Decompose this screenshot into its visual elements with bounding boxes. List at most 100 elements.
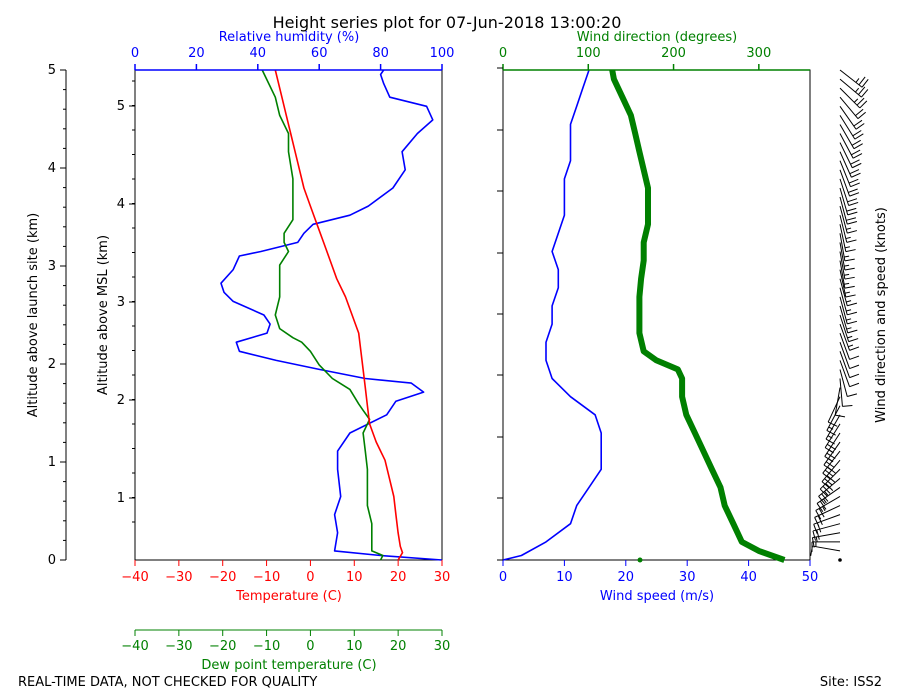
wind-dir-axis-tick-label: 100 <box>576 46 601 61</box>
wind-barb-staff <box>839 151 852 178</box>
wind-barb-flag <box>847 329 858 334</box>
wind-barb-staff <box>839 242 846 271</box>
temperature-axis-tick-label: 10 <box>346 570 363 585</box>
wind-speed-axis-tick-label: 10 <box>556 570 573 585</box>
wind-speed-axis-label: Wind speed (m/s) <box>600 589 714 604</box>
wind-barb-half-flag <box>844 273 850 276</box>
wind-barb-flag <box>812 530 817 541</box>
wind-barb-flag <box>857 111 866 120</box>
wind-barb-flag <box>849 373 860 379</box>
wind-barb-half-flag <box>855 87 860 93</box>
wind-barb-flag <box>847 393 858 397</box>
wind-barb-half-flag <box>846 318 852 321</box>
wind-barb-flag <box>847 211 858 216</box>
temperature-axis-tick-label: −40 <box>121 570 148 585</box>
wind-barb-flag <box>861 89 869 98</box>
wind-barb-flag <box>824 478 833 486</box>
wind-barb-flag <box>849 364 860 370</box>
wind-barb-flag <box>826 443 836 451</box>
msl-axis-tick-label: 4 <box>117 197 125 212</box>
wind-barb-half-flag <box>824 490 829 496</box>
wind-barb-flag <box>819 500 827 510</box>
wind-barb-flag <box>818 496 826 505</box>
temperature-axis-tick-label: −20 <box>209 570 236 585</box>
wind-barb-staff <box>821 459 841 482</box>
temperature-axis-tick-label: 20 <box>390 570 407 585</box>
relative-humidity-line <box>220 69 443 561</box>
wind-barb-staff <box>839 305 849 333</box>
right-panel: 0 10 20 30 40 50 Wind speed (m/s) 0 100 200 300 Win… <box>497 30 889 604</box>
wind-barb-half-flag <box>845 236 851 240</box>
wind-barb-staff <box>839 342 851 369</box>
wind-barb-half-flag <box>848 344 854 348</box>
wind-speed-axis-tick-label: 50 <box>802 570 819 585</box>
wind-barb-staff <box>839 178 850 206</box>
wind-barb-staff <box>839 133 854 159</box>
wind-barb-flag <box>852 153 863 159</box>
right-plot-frame <box>502 69 811 561</box>
wind-barb-staff <box>839 251 846 280</box>
wind-barb-flag <box>848 338 859 343</box>
launch-axis-tick-label: 5 <box>48 63 56 78</box>
wind-barb-half-flag <box>846 309 852 312</box>
wind-barb-flag <box>858 76 866 86</box>
wind-barb-staff <box>839 269 847 298</box>
dewpoint-axis-tick-label: 20 <box>390 639 407 654</box>
wind-barb-flag <box>825 461 835 468</box>
wind-barb-flag <box>813 524 818 534</box>
wind-barb-staff <box>839 323 851 351</box>
wind-barb-flag <box>815 510 822 520</box>
temperature-axis-tick-label: 0 <box>306 570 314 585</box>
wind-barb-staff <box>824 432 841 457</box>
wind-barb-flag <box>845 249 856 253</box>
wind-barb-flag <box>826 475 836 483</box>
wind-barb-flag <box>853 119 863 127</box>
dewpoint-axis-tick-label: −10 <box>253 639 280 654</box>
wind-barb-half-flag <box>846 327 852 330</box>
launch-axis-tick-label: 2 <box>48 357 56 372</box>
wind-barb-flag <box>861 79 869 88</box>
wind-barb-flag <box>849 382 860 388</box>
wind-dir-axis-tick-label: 0 <box>499 46 507 61</box>
wind-barb-flag <box>854 133 864 140</box>
rh-axis-tick-label: 0 <box>131 46 139 61</box>
wind-barb-half-flag <box>844 291 851 294</box>
wind-barb-flag <box>855 123 865 130</box>
wind-barb-flag <box>816 529 820 540</box>
wind-speed-axis-tick-label: 20 <box>618 570 635 585</box>
wind-barb-flag <box>851 139 861 146</box>
wind-barb-staff <box>812 532 841 539</box>
wind-barb-calm <box>838 558 842 562</box>
wind-barb-flag <box>819 488 828 497</box>
dewpoint-axis-tick-label: −40 <box>121 639 148 654</box>
temperature-axis-tick-label: −10 <box>253 570 280 585</box>
wind-barb-flag <box>826 452 836 460</box>
right-series-group <box>502 69 786 563</box>
wind-barb-flag <box>855 108 864 117</box>
wind-barb-half-flag <box>844 255 850 258</box>
dewpoint-axis-tick-label: 0 <box>306 639 314 654</box>
wind-barb-staff <box>812 523 841 532</box>
rh-axis-tick-label: 100 <box>430 46 455 61</box>
wind-barb-flag <box>858 86 866 95</box>
temperature-axis-tick-label: 30 <box>434 570 451 585</box>
dewpoint-axis-label: Dew point temperature (C) <box>201 658 376 673</box>
left-axes-group: 0 1 2 3 4 5 Altitude above launch site (km) 1 2 3… <box>26 30 454 673</box>
wind-barb-staff <box>839 115 856 140</box>
wind-barb-staff <box>839 142 853 168</box>
wind-barb-half-flag <box>844 282 850 285</box>
msl-axis-tick-label: 5 <box>117 99 125 114</box>
wind-barb-staff <box>824 423 841 448</box>
wind-dir-axis-tick-label: 200 <box>661 46 686 61</box>
wind-dir-axis-tick-label: 300 <box>746 46 771 61</box>
rh-axis-tick-label: 40 <box>250 46 267 61</box>
wind-barb-flag <box>856 97 865 106</box>
wind-barb-flag <box>821 493 829 502</box>
wind-barb-flag <box>825 483 834 491</box>
wind-barb-staff <box>839 87 861 109</box>
wind-barb-flag <box>859 100 868 109</box>
temperature-axis-tick-label: −30 <box>165 570 192 585</box>
wind-barb-flag <box>811 537 815 548</box>
footer-site-label: Site: ISS2 <box>820 675 882 690</box>
wind-barb-staff <box>839 187 849 216</box>
